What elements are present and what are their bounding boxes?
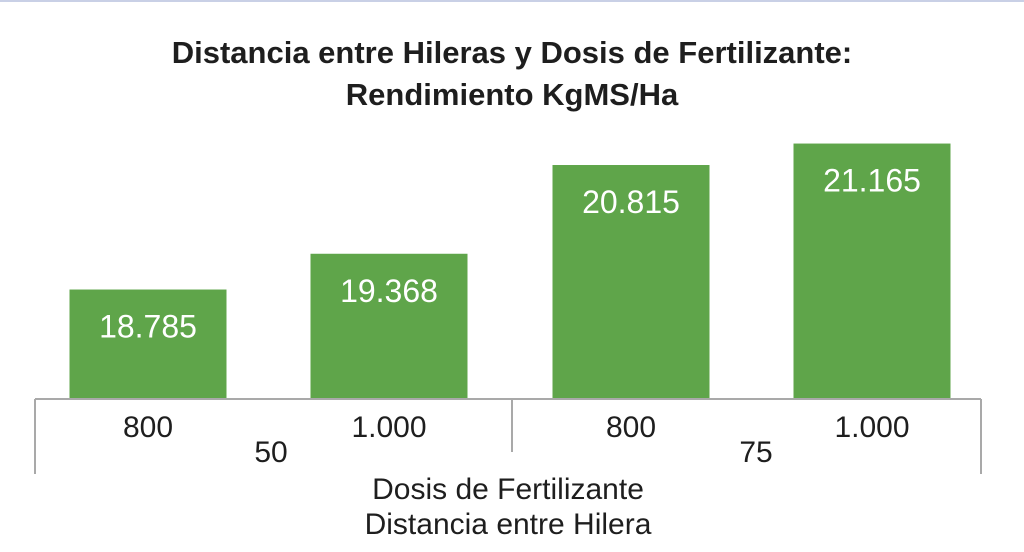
chart-title: Distancia entre Hileras y Dosis de Ferti…	[0, 32, 1024, 116]
category-label-3: 800	[606, 411, 656, 444]
bar-value-label-3: 20.815	[582, 184, 680, 220]
bar-4	[793, 143, 951, 399]
x-axis-title-line1: Dosis de Fertilizante	[372, 473, 644, 506]
bar-2	[310, 253, 468, 399]
category-label-1: 800	[123, 411, 173, 444]
category-label-2: 1.000	[351, 411, 426, 444]
x-axis-title-line2: Distancia entre Hilera	[365, 508, 652, 541]
bar-3	[552, 165, 710, 399]
group-label-50: 50	[254, 436, 287, 469]
group-label-75: 75	[739, 436, 772, 469]
chart-title-line1: Distancia entre Hileras y Dosis de Ferti…	[171, 35, 853, 70]
bar-1	[69, 289, 227, 399]
chart-title-line2: Rendimiento KgMS/Ha	[345, 77, 679, 112]
bar-value-label-4: 21.165	[823, 163, 921, 199]
category-label-4: 1.000	[834, 411, 909, 444]
bar-value-label-1: 18.785	[99, 309, 197, 345]
bar-value-label-2: 19.368	[340, 273, 438, 309]
